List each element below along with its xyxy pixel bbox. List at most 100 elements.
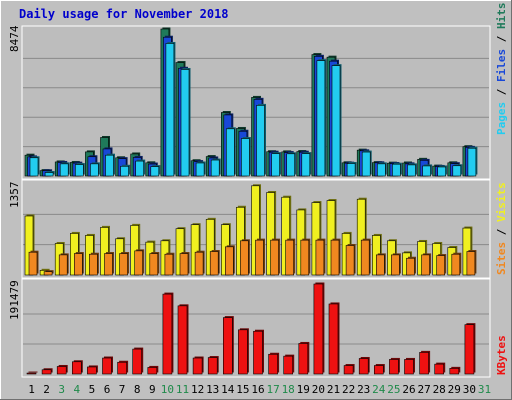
x-label-day-11: 11 xyxy=(176,383,189,396)
bar-sites-day-26 xyxy=(406,256,416,276)
x-label-day-14: 14 xyxy=(221,383,235,396)
bar-sites-day-14 xyxy=(225,245,235,276)
bar-sites-day-12 xyxy=(194,250,205,276)
x-axis-labels: 1 2 3 4 5 6 7 8 9 10 11 12 13 14 15 16 17 18 19 20 21 22 23 24 2… xyxy=(28,383,491,396)
x-label-day-21: 21 xyxy=(327,383,340,396)
bar-kbytes-day-23 xyxy=(358,356,370,375)
bar-kbytes-day-3 xyxy=(56,364,68,375)
bar-pages-day-27 xyxy=(422,164,433,177)
x-label-day-27: 27 xyxy=(417,383,430,396)
bar-sites-day-15 xyxy=(240,239,250,276)
bar-pages-day-18 xyxy=(286,152,297,177)
x-label-day-4: 4 xyxy=(73,383,80,396)
bar-pages-day-1 xyxy=(29,156,40,177)
bar-pages-day-23 xyxy=(361,150,372,177)
legend-pages: Pages xyxy=(495,102,508,135)
x-label-day-7: 7 xyxy=(119,383,126,396)
bar-kbytes-day-2 xyxy=(41,368,53,375)
bar-sites-day-5 xyxy=(89,252,99,276)
bar-pages-day-22 xyxy=(346,162,357,177)
panel1-ymax-label: 8474 xyxy=(8,25,21,52)
bar-kbytes-day-12 xyxy=(192,356,204,375)
bar-sites-day-9 xyxy=(149,252,160,276)
bar-sites-day-1 xyxy=(28,250,39,276)
bar-kbytes-day-14 xyxy=(223,316,234,375)
bar-sites-day-2 xyxy=(43,270,54,276)
legend-separator-1: / xyxy=(495,82,508,102)
x-label-day-8: 8 xyxy=(134,383,141,396)
x-label-day-5: 5 xyxy=(89,383,96,396)
bar-kbytes-day-5 xyxy=(87,365,98,375)
bar-pages-day-15 xyxy=(241,137,251,177)
bar-pages-day-14 xyxy=(226,127,236,177)
bar-pages-day-24 xyxy=(376,162,387,177)
x-label-day-23: 23 xyxy=(357,383,370,396)
x-label-day-31: 31 xyxy=(478,383,491,396)
bar-sites-day-29 xyxy=(451,252,462,276)
x-label-day-9: 9 xyxy=(149,383,156,396)
x-label-day-16: 16 xyxy=(251,383,264,396)
legend-separator-3: / xyxy=(495,222,508,242)
bar-pages-day-8 xyxy=(135,159,146,177)
bar-kbytes-day-26 xyxy=(404,357,415,375)
legend-files: Files xyxy=(495,49,508,82)
bar-sites-day-18 xyxy=(285,238,296,276)
x-label-day-13: 13 xyxy=(206,383,219,396)
x-label-day-10: 10 xyxy=(161,383,174,396)
bar-pages-day-30 xyxy=(467,146,478,177)
bar-sites-day-22 xyxy=(345,243,356,276)
bar-kbytes-day-24 xyxy=(373,364,385,375)
bar-sites-day-23 xyxy=(360,238,371,276)
bar-kbytes-day-9 xyxy=(147,365,159,375)
x-label-day-12: 12 xyxy=(191,383,204,396)
bar-pages-day-19 xyxy=(301,152,312,177)
bar-kbytes-day-30 xyxy=(464,323,476,375)
x-label-day-26: 26 xyxy=(402,383,415,396)
bar-pages-day-29 xyxy=(452,164,463,177)
x-label-day-25: 25 xyxy=(387,383,400,396)
panel3-ymax-label: 191479 xyxy=(8,280,21,320)
bar-sites-day-7 xyxy=(119,252,130,276)
x-label-day-6: 6 xyxy=(104,383,111,396)
legend-separator-2: / xyxy=(495,29,508,49)
bar-pages-day-12 xyxy=(195,161,206,177)
bar-sites-day-17 xyxy=(270,238,281,276)
bar-kbytes-day-20 xyxy=(313,282,325,375)
bar-kbytes-day-29 xyxy=(449,366,461,375)
bar-sites-day-3 xyxy=(58,253,69,276)
panel2-ymax-label: 1357 xyxy=(8,182,21,209)
x-label-day-18: 18 xyxy=(282,383,295,396)
bar-pages-day-10 xyxy=(165,41,176,177)
bar-sites-day-13 xyxy=(209,250,220,276)
bar-pages-day-7 xyxy=(120,164,131,177)
bar-pages-day-4 xyxy=(75,163,85,177)
bar-pages-day-9 xyxy=(150,165,161,177)
legend-pages-files-hits: Pages / Files / Hits xyxy=(495,3,508,136)
bar-sites-day-24 xyxy=(375,253,386,276)
x-label-day-2: 2 xyxy=(43,383,50,396)
bar-kbytes-day-8 xyxy=(132,347,144,375)
bar-kbytes-day-21 xyxy=(328,302,340,375)
bar-pages-day-26 xyxy=(407,163,417,177)
bar-sites-day-27 xyxy=(421,253,432,276)
legend-sites: Sites xyxy=(495,242,508,275)
legend-sites-visits: Sites / Visits xyxy=(495,182,508,275)
legend-visits: Visits xyxy=(495,182,508,222)
legend-hits: Hits xyxy=(495,3,508,30)
bar-kbytes-day-28 xyxy=(434,362,446,375)
bar-kbytes-day-4 xyxy=(72,360,83,375)
bar-kbytes-day-22 xyxy=(343,364,355,375)
bar-sites-day-20 xyxy=(315,238,326,276)
bar-pages-day-20 xyxy=(316,59,327,177)
bar-sites-day-21 xyxy=(330,238,341,276)
x-label-day-29: 29 xyxy=(448,383,461,396)
bar-pages-day-13 xyxy=(210,158,221,177)
bar-sites-day-8 xyxy=(134,249,145,276)
bar-kbytes-day-19 xyxy=(298,341,310,375)
chart-title: Daily usage for November 2018 xyxy=(19,7,229,21)
bar-kbytes-day-6 xyxy=(102,356,113,375)
bar-sites-day-28 xyxy=(436,254,447,276)
x-label-day-20: 20 xyxy=(312,383,325,396)
bar-kbytes-day-15 xyxy=(238,328,249,375)
